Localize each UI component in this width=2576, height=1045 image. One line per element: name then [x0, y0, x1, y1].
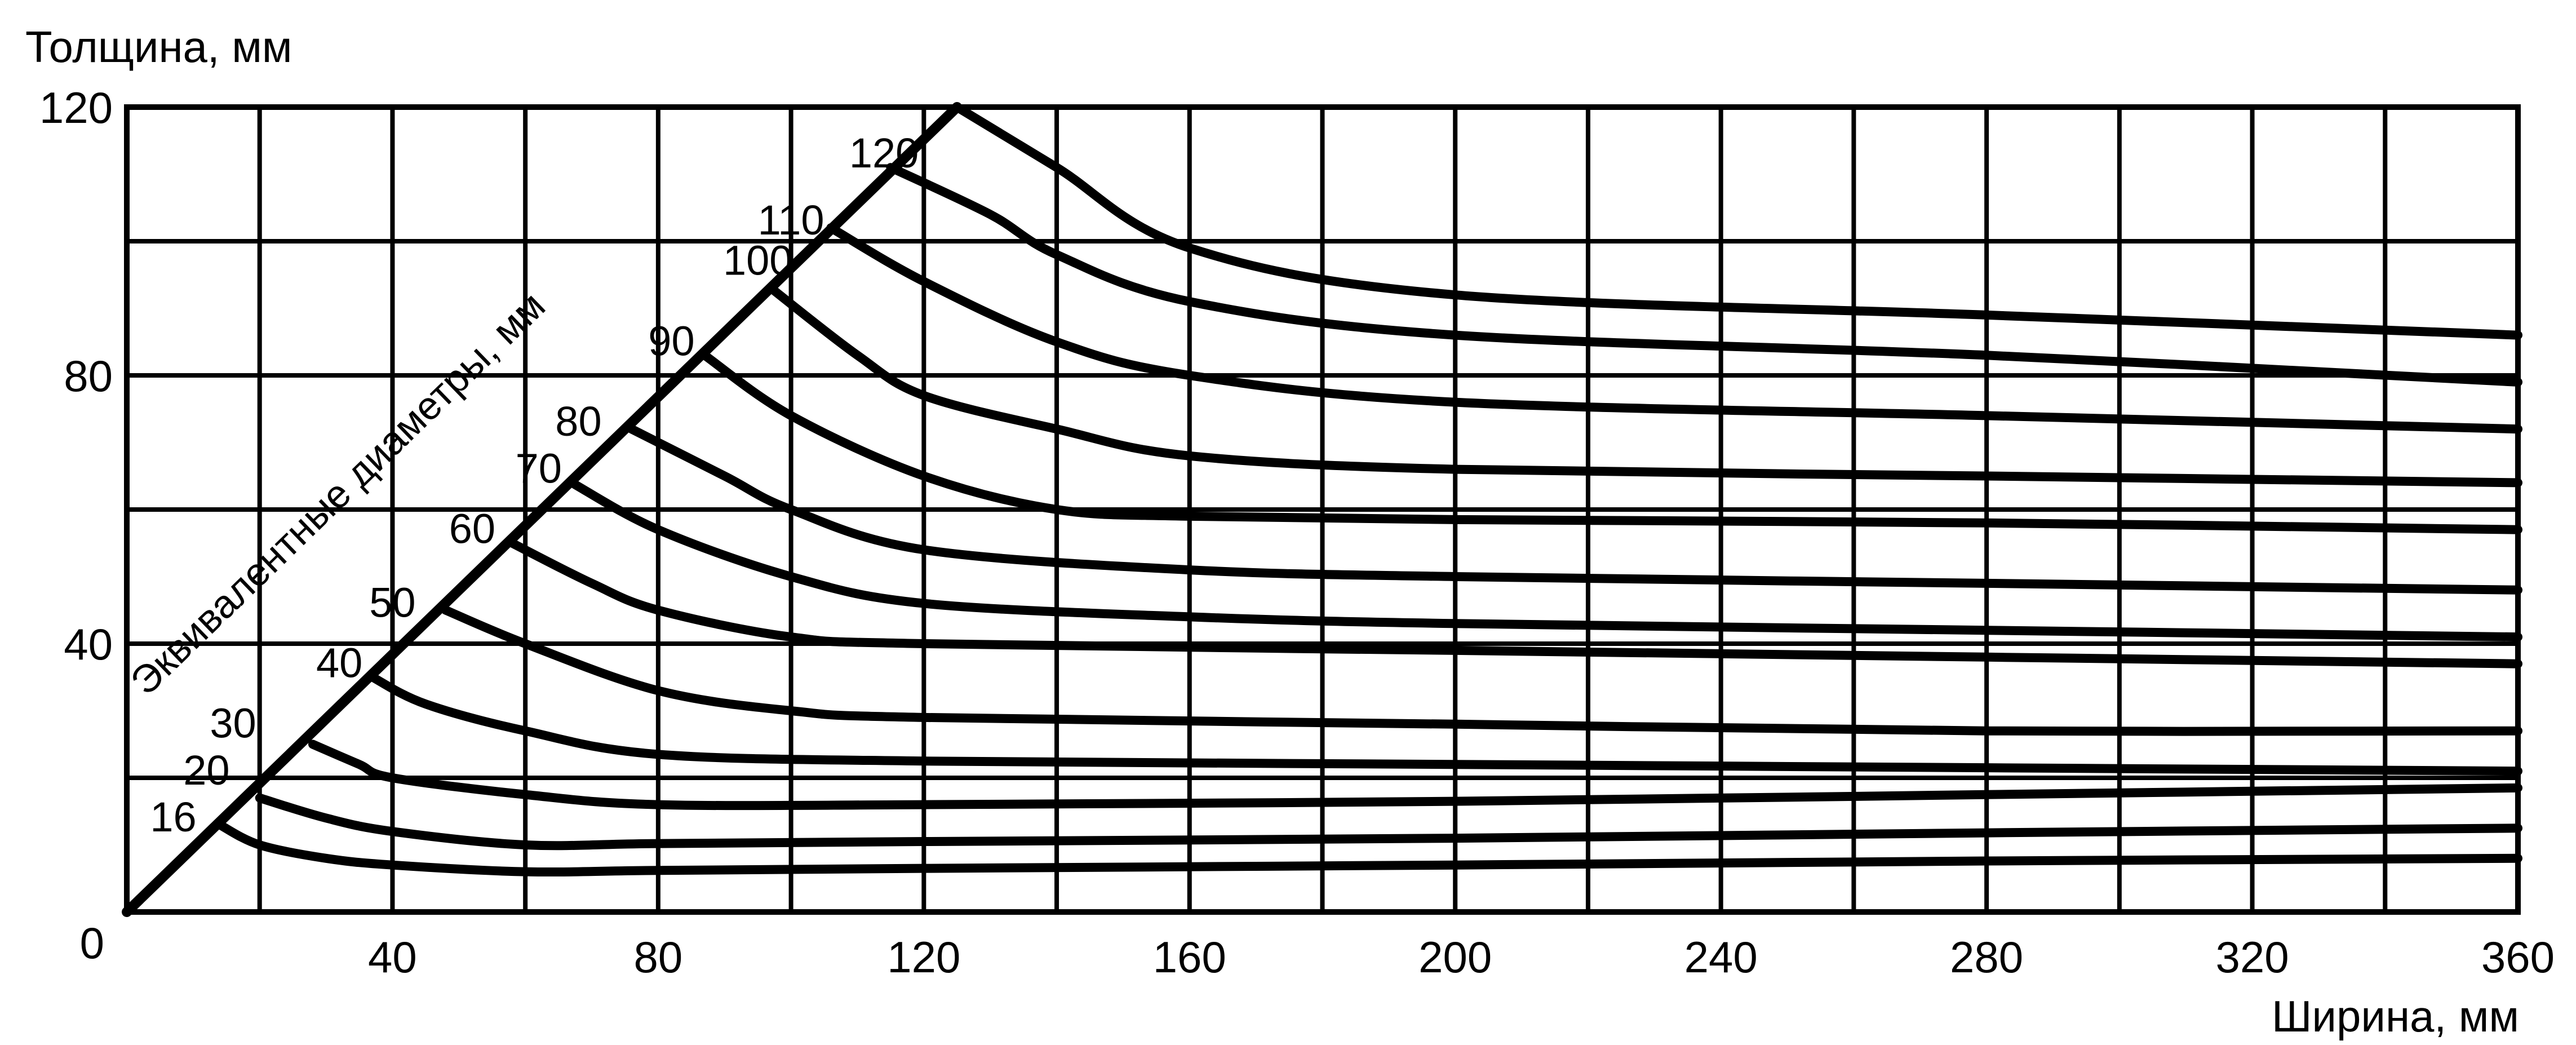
x-tick-label: 280: [1950, 932, 2023, 982]
x-tick-label: 40: [368, 932, 417, 982]
series-label: 110: [758, 197, 824, 243]
series-line-80: [627, 424, 2522, 595]
series-label: 60: [449, 506, 495, 552]
series-line-20: [255, 793, 2522, 851]
series-line-50: [441, 605, 2522, 736]
grid: [124, 104, 2521, 915]
y-tick-label: 120: [39, 83, 113, 132]
series-line-100: [766, 284, 2522, 488]
series-line-40: [368, 672, 2522, 776]
series-label: 30: [210, 700, 256, 747]
series-line-70: [567, 478, 2522, 642]
x-tick-label: 0: [80, 918, 104, 968]
x-tick-label: 120: [887, 932, 960, 982]
series-label: 80: [555, 398, 601, 445]
series-label: 120: [849, 130, 919, 176]
x-tick-label: 80: [634, 932, 683, 982]
y-tick-label: 40: [64, 619, 113, 669]
y-axis-title: Толщина, мм: [25, 22, 292, 72]
series-label: 16: [150, 794, 196, 840]
series-line-120: [886, 163, 2522, 387]
x-axis-title: Ширина, мм: [2272, 991, 2519, 1041]
y-tick-label: 80: [64, 351, 113, 401]
series-line-top: [952, 103, 2522, 340]
series-line-60: [507, 538, 2522, 668]
series-label: 20: [183, 747, 229, 794]
series-line-30: [308, 740, 2522, 811]
x-tick-label: 240: [1684, 932, 1758, 982]
diagonal-line: [122, 102, 963, 917]
series-label: 40: [316, 640, 362, 687]
x-tick-label: 360: [2481, 932, 2555, 982]
plot-frame: [124, 104, 2521, 915]
series-label: 70: [516, 445, 562, 491]
series-line-16: [215, 820, 2522, 877]
x-tick-label: 160: [1153, 932, 1226, 982]
series-label: 100: [723, 237, 792, 284]
series-line-90: [700, 351, 2522, 534]
series-label: 50: [369, 579, 415, 626]
x-tick-label: 200: [1418, 932, 1492, 982]
series-label: 90: [648, 317, 694, 364]
curves: [122, 102, 2522, 917]
x-tick-label: 320: [2215, 932, 2289, 982]
series-line-110: [826, 223, 2522, 434]
